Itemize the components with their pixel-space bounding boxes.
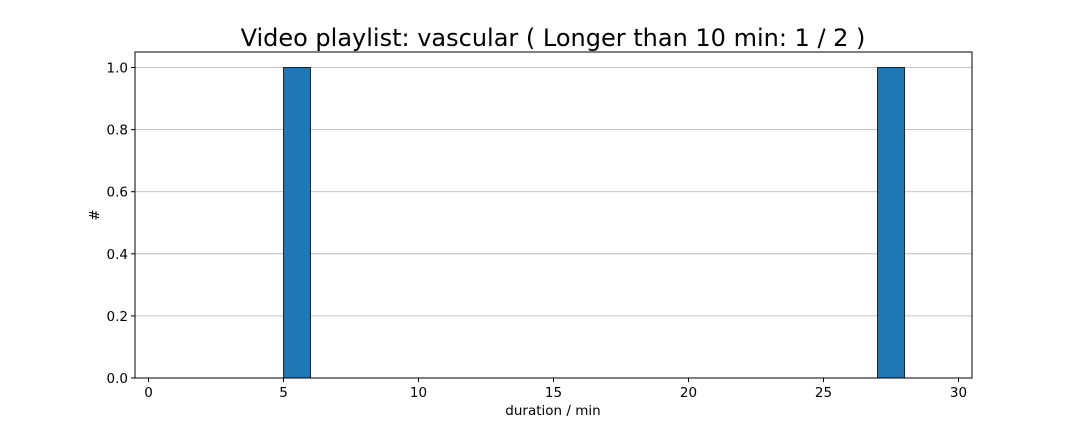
- x-tick-label: 15: [545, 385, 562, 401]
- x-tick-label: 30: [950, 385, 967, 401]
- x-axis-label: duration / min: [505, 403, 600, 419]
- chart-title: Video playlist: vascular ( Longer than 1…: [241, 24, 866, 52]
- y-tick-label: 0.2: [107, 309, 128, 325]
- y-tick-label: 0.4: [107, 247, 128, 263]
- x-tick-label: 10: [410, 385, 427, 401]
- y-axis-ticks: 0.0 0.2 0.4 0.6 0.8 1.0: [107, 61, 135, 387]
- y-tick-label: 1.0: [107, 61, 128, 77]
- y-axis-label: #: [87, 209, 103, 220]
- x-tick-label: 5: [279, 385, 288, 401]
- y-tick-label: 0.0: [107, 371, 128, 387]
- x-tick-label: 20: [680, 385, 697, 401]
- y-tick-label: 0.8: [107, 123, 128, 139]
- x-axis-ticks: 0 5 10 15 20 25 30: [144, 378, 967, 401]
- bars: [283, 67, 905, 379]
- grid-lines: [135, 67, 972, 379]
- x-tick-label: 0: [144, 385, 153, 401]
- x-tick-label: 25: [815, 385, 832, 401]
- histogram-bar: [283, 67, 311, 379]
- histogram-bar: [877, 67, 905, 379]
- plot-frame: [134, 51, 973, 379]
- y-tick-label: 0.6: [107, 185, 128, 201]
